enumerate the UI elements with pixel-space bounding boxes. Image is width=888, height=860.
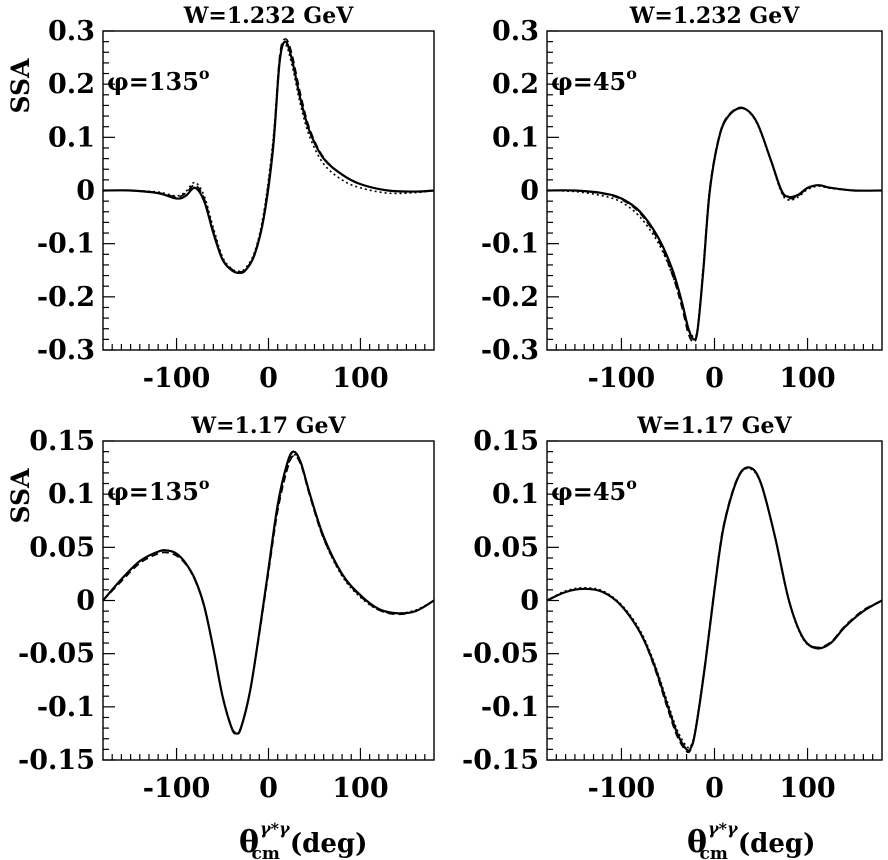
x-axis-label: θγ*γ cm (deg) — [687, 819, 815, 860]
series-dotted-line — [547, 107, 882, 338]
phi-annotation: φ=135o — [107, 64, 210, 96]
panels: -100 0 100 -0.3 -0.2 -0.1 0 0.1 0.2 0.3 W=1.232 Ge… — [6, 3, 883, 804]
series-dashed-line — [547, 466, 882, 754]
y-tick-label: -0.15 — [18, 745, 95, 776]
y-tick-label: 0 — [76, 176, 95, 207]
y-tick-label: 0.15 — [473, 426, 539, 457]
x-tick-label: 100 — [332, 363, 388, 394]
series-solid-line — [547, 466, 882, 752]
panel-3: -100 0 100 -0.15 -0.1 -0.05 0 0.05 0.1 0.15 W=1.17… — [6, 413, 435, 804]
y-tick-label: -0.3 — [37, 335, 95, 366]
phi-annotation: φ=135o — [107, 474, 210, 506]
x-tick-label: -100 — [143, 773, 211, 804]
y-tick-label: -0.05 — [18, 639, 95, 670]
y-tick-label: -0.2 — [37, 282, 95, 313]
x-tick-label: 0 — [259, 773, 278, 804]
panel-title: W=1.232 GeV — [183, 3, 354, 29]
y-tick-label: 0 — [520, 586, 539, 617]
y-tick-label: -0.05 — [462, 639, 539, 670]
y-tick-label: 0 — [76, 586, 95, 617]
x-axis-label: θγ*γ cm (deg) — [239, 819, 367, 860]
y-tick-label: -0.2 — [481, 282, 539, 313]
x-tick-label: 0 — [259, 363, 278, 394]
series-dotted-line — [103, 453, 434, 735]
panel-title: W=1.17 GeV — [636, 413, 792, 439]
panel-title: W=1.232 GeV — [629, 3, 800, 29]
y-tick-label: 0.1 — [48, 122, 95, 153]
phi-annotation: φ=45o — [551, 474, 637, 506]
series-group — [547, 106, 882, 343]
y-tick-label: 0.1 — [492, 479, 539, 510]
y-axis-label: SSA — [6, 468, 35, 524]
y-axis-label: SSA — [6, 58, 35, 114]
y-tick-label: 0.15 — [29, 426, 95, 457]
x-tick-label: -100 — [143, 363, 211, 394]
y-tick-label: 0.1 — [492, 122, 539, 153]
y-tick-label: 0.3 — [48, 16, 95, 47]
y-tick-label: 0.3 — [492, 16, 539, 47]
y-tick-label: 0.05 — [29, 532, 95, 563]
y-tick-label: -0.15 — [462, 745, 539, 776]
x-tick-label: -100 — [588, 363, 656, 394]
x-tick-label: 100 — [779, 363, 835, 394]
panel-2: -100 0 100 -0.3 -0.2 -0.1 0 0.1 0.2 0.3 W=1.232 Ge… — [481, 3, 883, 394]
series-dotted-line — [547, 467, 882, 749]
series-dotted-line — [103, 43, 434, 273]
x-tick-label: 0 — [705, 773, 724, 804]
y-tick-label: -0.3 — [481, 335, 539, 366]
series-group — [103, 38, 434, 275]
y-tick-label: -0.1 — [481, 229, 539, 260]
series-solid-line — [547, 106, 882, 341]
panel-title: W=1.17 GeV — [190, 413, 346, 439]
phi-annotation: φ=45o — [551, 64, 637, 96]
y-tick-label: 0.1 — [48, 479, 95, 510]
x-tick-label: 0 — [705, 363, 724, 394]
y-tick-label: -0.1 — [37, 229, 95, 260]
panel-1: -100 0 100 -0.3 -0.2 -0.1 0 0.1 0.2 0.3 W=1.232 Ge… — [6, 3, 435, 394]
y-tick-label: -0.1 — [37, 692, 95, 723]
y-tick-label: 0.05 — [473, 532, 539, 563]
series-group — [103, 450, 434, 735]
y-tick-label: 0.2 — [492, 69, 539, 100]
x-tick-label: -100 — [588, 773, 656, 804]
series-dashed-line — [547, 106, 882, 343]
y-tick-label: 0 — [520, 176, 539, 207]
y-tick-label: 0.2 — [48, 69, 95, 100]
y-tick-label: -0.1 — [481, 692, 539, 723]
x-tick-label: 100 — [332, 773, 388, 804]
panel-4: -100 0 100 -0.15 -0.1 -0.05 0 0.05 0.1 0.15 W=1.17… — [462, 413, 883, 804]
x-tick-label: 100 — [779, 773, 835, 804]
x-axis-labels: θγ*γ cm (deg) θγ*γ cm (deg) — [239, 819, 815, 860]
series-group — [547, 466, 882, 754]
